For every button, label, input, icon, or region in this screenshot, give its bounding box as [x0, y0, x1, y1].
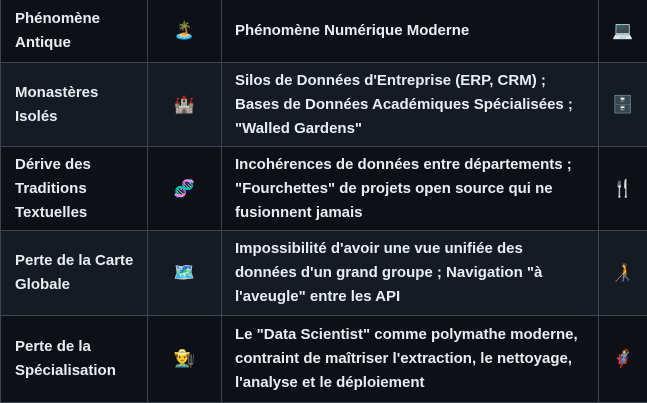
table-row: Dérive des Traditions Textuelles 🧬 Incoh…: [1, 147, 647, 231]
file-cabinet-icon: 🗄️: [599, 63, 647, 147]
modern-phenomenon-cell: Silos de Données d'Entreprise (ERP, CRM)…: [222, 63, 599, 147]
ancient-phenomenon-cell: Phénomène Antique: [1, 0, 148, 63]
modern-phenomenon-cell: Phénomène Numérique Moderne: [222, 0, 599, 63]
dna-icon: 🧬: [148, 147, 222, 231]
fork-knife-icon: 🍴: [599, 147, 647, 231]
modern-phenomenon-cell: Impossibilité d'avoir une vue unifiée de…: [222, 231, 599, 316]
island-icon: 🏝️: [148, 0, 222, 63]
ancient-phenomenon-cell: Perte de la Spécialisation: [1, 316, 148, 403]
table-row: Monastères Isolés 🏰 Silos de Données d'E…: [1, 63, 647, 147]
table-row: Perte de la Spécialisation 👨‍🌾 Le "Data …: [1, 316, 647, 403]
superhero-icon: 🦸: [599, 316, 647, 403]
ancient-phenomenon-cell: Perte de la Carte Globale: [1, 231, 148, 316]
ancient-phenomenon-cell: Monastères Isolés: [1, 63, 148, 147]
table-row: Perte de la Carte Globale 🗺️ Impossibili…: [1, 231, 647, 316]
farmer-icon: 👨‍🌾: [148, 316, 222, 403]
ancient-phenomenon-cell: Dérive des Traditions Textuelles: [1, 147, 148, 231]
laptop-icon: 💻: [599, 0, 647, 63]
world-map-icon: 🗺️: [148, 231, 222, 316]
modern-phenomenon-cell: Incohérences de données entre départemen…: [222, 147, 599, 231]
person-with-cane-icon: 🧑‍🦯: [599, 231, 647, 316]
modern-phenomenon-cell: Le "Data Scientist" comme polymathe mode…: [222, 316, 599, 403]
castle-icon: 🏰: [148, 63, 222, 147]
table-row: Phénomène Antique 🏝️ Phénomène Numérique…: [1, 0, 647, 63]
